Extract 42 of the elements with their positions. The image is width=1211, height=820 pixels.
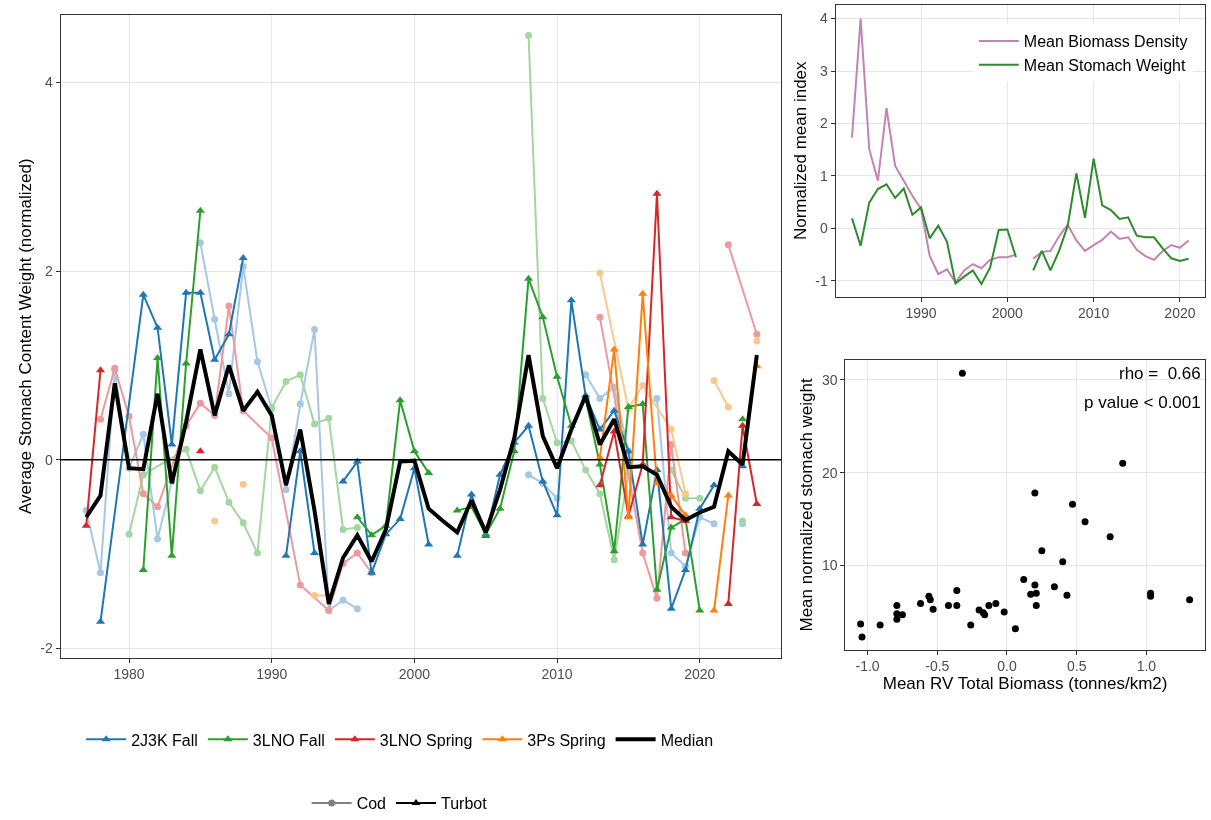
x-tick-label: -1.0 (855, 658, 880, 675)
y-tick-label: 0 (44, 451, 53, 468)
x-axis-title: Mean RV Total Biomass (tonnes/km2) (882, 674, 1168, 694)
x-tick-label: 2010 (541, 666, 573, 683)
y-axis-title: Normalized mean index (790, 60, 810, 241)
y-tick-label: -2 (40, 640, 53, 657)
x-tick-label: 1.0 (1136, 658, 1157, 675)
y-axis-title: Average Stomach Content Weight (normalized) (15, 158, 35, 514)
legend-label: 2J3K Fall (131, 731, 198, 749)
y-tick-label: 3 (819, 62, 828, 79)
legend-label: 3LNO Fall (252, 731, 325, 749)
x-tick-label: 2010 (1078, 305, 1110, 322)
annotation: p value < 0.001 (1084, 393, 1201, 412)
x-tick-label: 1980 (113, 666, 145, 683)
y-tick-label: 10 (821, 557, 838, 574)
legend-label: Mean Stomach Weight (1023, 57, 1186, 75)
y-tick-label: -1 (815, 272, 828, 289)
x-tick-label: 0.0 (997, 658, 1017, 675)
y-tick-label: 2 (44, 263, 53, 280)
legend-label: Turbot (440, 795, 488, 813)
y-tick-label: 1 (819, 167, 828, 184)
x-tick-label: 0.5 (1066, 658, 1087, 675)
x-tick-label: -0.5 (925, 658, 950, 675)
y-tick-label: 2 (819, 115, 828, 132)
legend-label: Cod (356, 795, 386, 813)
x-tick-label: 2020 (1164, 305, 1196, 322)
x-tick-label: 2000 (991, 305, 1024, 322)
x-tick-label: 1990 (905, 305, 937, 322)
y-tick-label: 4 (44, 74, 53, 91)
x-tick-label: 2000 (398, 666, 431, 683)
annotation: rho = 0.66 (1119, 364, 1201, 383)
legend-label: 3LNO Spring (379, 731, 473, 749)
legend-label: 3Ps Spring (527, 731, 606, 749)
y-tick-label: 30 (821, 371, 838, 388)
legend-label: Mean Biomass Density (1023, 33, 1188, 51)
y-tick-label: 4 (819, 10, 828, 27)
y-tick-label: 0 (819, 220, 828, 237)
x-tick-label: 2020 (684, 666, 716, 683)
y-tick-label: 20 (821, 464, 838, 481)
legend-label: Median (660, 731, 714, 749)
x-tick-label: 1990 (256, 666, 288, 683)
y-axis-title: Mean normalized stomach weight (797, 378, 817, 632)
